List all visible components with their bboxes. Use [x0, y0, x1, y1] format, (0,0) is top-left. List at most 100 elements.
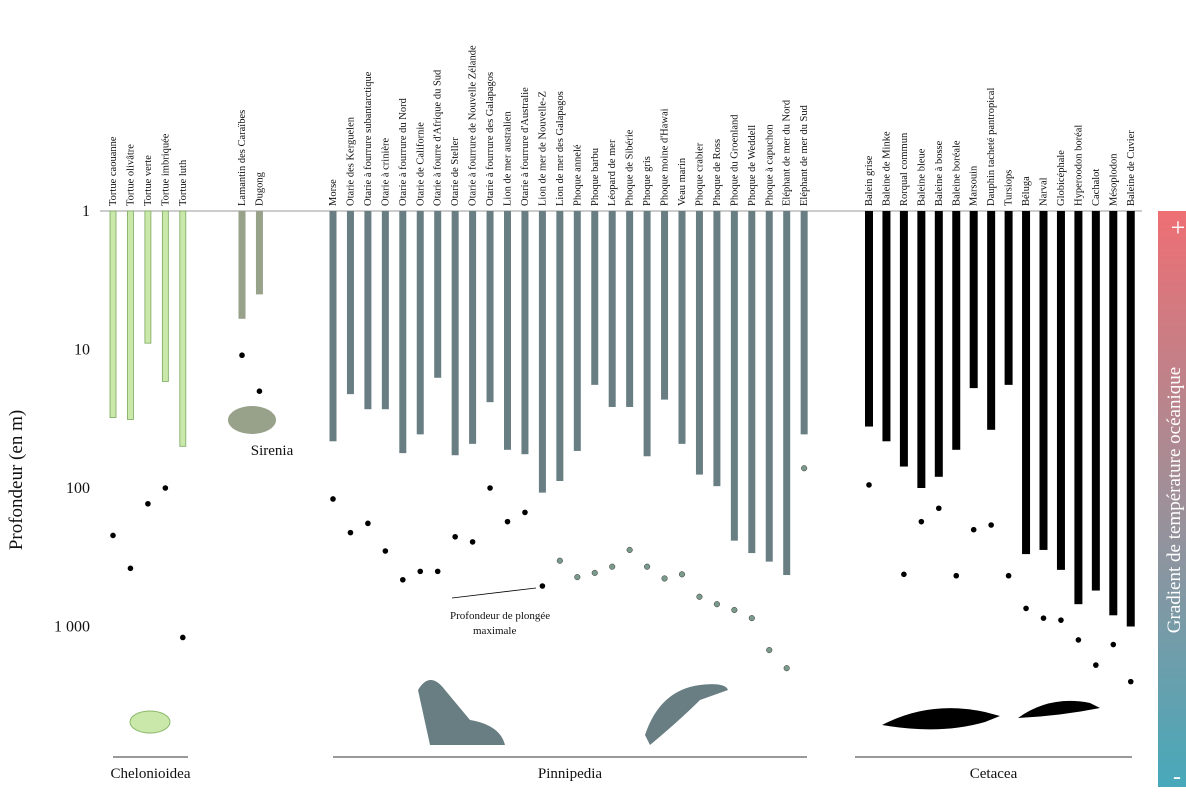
category-label: Balein grise [864, 155, 875, 206]
bar [469, 211, 477, 444]
bar [765, 211, 773, 562]
max-depth-dot [678, 571, 686, 578]
bar [934, 211, 943, 477]
gradient-bar [1158, 211, 1186, 787]
max-depth-dot [504, 518, 511, 525]
bar [1126, 211, 1135, 627]
bar [899, 211, 908, 467]
bar [144, 210, 152, 344]
bar [238, 211, 246, 319]
bar [364, 211, 372, 410]
max-depth-dot [574, 574, 581, 581]
category-label: Tortue imbriquée [160, 133, 171, 206]
category-label: Baleine de Minke [881, 131, 892, 206]
bar [713, 211, 721, 487]
max-depth-dot [452, 533, 458, 540]
max-depth-dot [731, 606, 738, 614]
category-label: Phoque de Ross [712, 139, 723, 206]
category-label: Baleine de Cuvier [1126, 130, 1137, 206]
bar [381, 211, 389, 410]
category-label: Otarie à fourre d'Afrique du Sud [433, 69, 444, 206]
category-label: Phoque annelé [572, 144, 583, 206]
y-tick-label: 10 [74, 342, 90, 359]
category-label: Otarie à fourrure des Galapagos [485, 72, 496, 206]
max-depth-dot [783, 665, 790, 672]
annotation-arrow [451, 587, 537, 599]
bar [399, 211, 407, 454]
max-depth-dot [696, 593, 703, 600]
group-label: Pinnipedia [538, 766, 603, 782]
max-depth-dot [239, 352, 245, 359]
max-depth-dot [591, 569, 598, 576]
y-tick-label: 1 [82, 203, 90, 220]
bar [1091, 211, 1100, 591]
group-label: Sirenia [251, 443, 294, 459]
max-depth-dot [713, 601, 720, 608]
bar [329, 211, 337, 442]
bar [538, 211, 546, 493]
bar [748, 211, 756, 554]
category-label: Eléphant de mer du Sud [799, 104, 810, 206]
max-depth-dot [347, 529, 354, 536]
category-label: Eléphant de mer du Nord [782, 99, 793, 206]
bar [255, 211, 263, 295]
max-depth-dot [1075, 637, 1082, 643]
bar [695, 211, 703, 475]
bar [678, 211, 686, 444]
category-label: Lion de mer australien [503, 110, 514, 206]
max-depth-dot [434, 568, 441, 575]
whale-icon [882, 708, 1000, 730]
category-label: Phoque du Groenland [729, 114, 740, 206]
category-label: Rorqual commun [899, 132, 910, 206]
bar [643, 211, 651, 457]
category-label: Otarie des Kerguelen [345, 116, 356, 206]
max-depth-dot [766, 647, 773, 654]
seal-icon [645, 684, 728, 745]
max-depth-dot [626, 546, 633, 553]
bar [434, 211, 442, 378]
category-label: Marsouin [969, 165, 980, 206]
bar [626, 211, 634, 407]
max-depth-dot [330, 496, 336, 502]
max-depth-dot [988, 522, 994, 528]
bar [661, 211, 669, 400]
bar [346, 211, 354, 395]
max-depth-dot [400, 576, 406, 583]
max-depth-dot [644, 563, 651, 570]
sealion-icon [418, 680, 505, 745]
category-label: Lamantin des Caraïbes [237, 110, 248, 206]
max-depth-dot [417, 568, 424, 575]
category-label: Mésoplodon [1108, 153, 1119, 206]
category-label: Otarie de Californie [415, 122, 426, 206]
bar [591, 211, 599, 385]
max-depth-dot [866, 482, 872, 488]
max-depth-dot [901, 571, 907, 578]
max-depth-dot [1110, 641, 1117, 648]
bar [1074, 211, 1083, 605]
category-label: Phoque crabier [694, 142, 705, 206]
max-depth-dot [609, 563, 616, 570]
bar [416, 211, 424, 435]
manatee-icon [228, 406, 276, 434]
category-label: Morse [328, 179, 339, 206]
max-depth-dot [162, 485, 169, 491]
category-label: Otarie à fourrure subantarctique [363, 71, 374, 206]
max-depth-dot [127, 565, 134, 572]
bar [1004, 211, 1013, 385]
category-label: Otarie de Steller [450, 137, 461, 206]
max-depth-dot [487, 485, 493, 491]
category-label: Narval [1039, 177, 1050, 206]
bar [800, 211, 808, 435]
category-label: Otarie à fourrure d'Australie [520, 87, 531, 206]
bar [882, 211, 891, 442]
category-label: Baleine à bosse [934, 140, 945, 206]
max-depth-dot [556, 557, 563, 564]
category-label: Phoque à capuchon [764, 124, 775, 206]
category-label: Baleine boréale [951, 140, 962, 206]
bar [161, 210, 169, 382]
category-label: Dauphin tacheté pantropical [986, 88, 997, 206]
bar [451, 211, 459, 456]
category-label: Tortue olivâtre [125, 144, 136, 206]
bar [109, 210, 117, 418]
category-label: Hyperoodon boréal [1073, 125, 1084, 206]
